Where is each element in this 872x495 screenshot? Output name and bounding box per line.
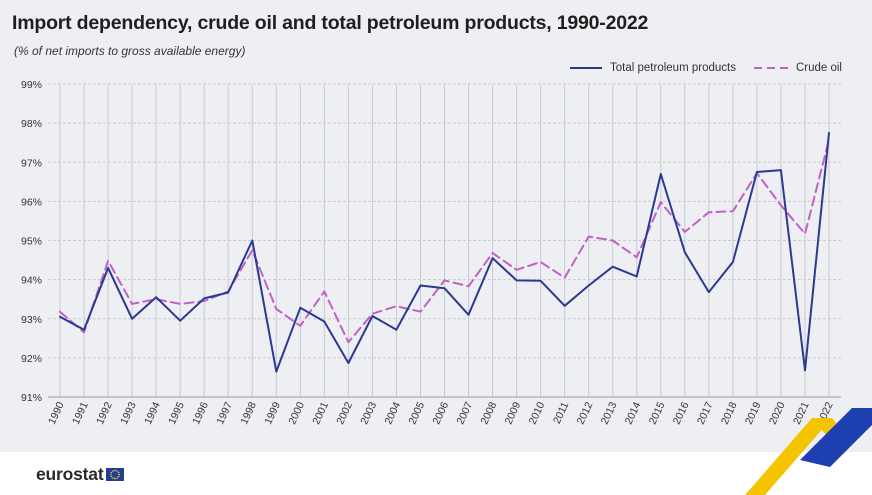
eurostat-logo: eurostat: [36, 464, 125, 485]
legend-dashed-line-icon: [753, 67, 788, 69]
x-tick-label: 2004: [382, 400, 403, 426]
y-tick-label: 94%: [21, 275, 42, 287]
x-tick-label: 2016: [671, 400, 692, 426]
x-tick-label: 2002: [334, 400, 355, 426]
gridlines: [48, 83, 841, 398]
x-tick-label: 1994: [142, 400, 163, 426]
x-tick-label: 2003: [358, 400, 379, 426]
legend-label-total: Total petroleum products: [610, 62, 736, 74]
chart-card: [0, 0, 872, 452]
y-tick-label: 93%: [21, 314, 42, 326]
eu-flag-icon: [106, 468, 125, 481]
x-tick-label: 1996: [190, 400, 211, 426]
x-tick-label: 1999: [262, 400, 283, 426]
legend-label-crude: Crude oil: [795, 62, 842, 74]
x-tick-label: 2013: [599, 400, 620, 426]
x-tick-label: 2012: [575, 400, 596, 426]
x-axis-ticks: 1990 1991 1992 1993 1994 1995 1996 1997 1998 1999…: [46, 400, 836, 426]
series-line-crude-oil: [59, 138, 830, 344]
footer: eurostat: [0, 452, 872, 495]
y-tick-label: 96%: [21, 196, 42, 208]
x-tick-label: 2018: [719, 400, 740, 426]
x-tick-label: 2019: [743, 400, 764, 426]
x-tick-label: 1995: [166, 400, 187, 426]
x-tick-label: 2008: [479, 400, 500, 426]
chart-title: Import dependency, crude oil and total p…: [12, 12, 649, 34]
x-tick-label: 2007: [455, 400, 476, 426]
x-tick-label: 2005: [406, 400, 427, 426]
x-tick-label: 2001: [310, 400, 331, 426]
legend-item-total: Total petroleum products: [570, 62, 736, 74]
x-tick-label: 2010: [527, 400, 548, 426]
y-tick-label: 99%: [21, 79, 42, 91]
y-tick-label: 95%: [21, 236, 42, 248]
x-tick-label: 2014: [623, 400, 644, 426]
brand-name: eurostat: [36, 464, 104, 484]
x-tick-label: 2015: [647, 400, 668, 426]
x-tick-label: 1990: [46, 400, 67, 426]
x-tick-label: 2009: [503, 400, 524, 426]
series-lines: [59, 131, 830, 373]
x-tick-label: 1998: [238, 400, 259, 426]
x-tick-label: 2011: [551, 400, 571, 426]
y-tick-label: 98%: [21, 118, 42, 130]
y-tick-label: 92%: [21, 353, 42, 365]
line-chart: 91% 92% 93% 94% 95% 96% 97% 98% 99% 1990 1991 1992…: [21, 79, 841, 426]
x-tick-label: 1991: [70, 400, 91, 426]
x-tick-label: 2000: [286, 400, 307, 426]
series-line-total-petroleum: [59, 131, 830, 373]
x-tick-label: 2022: [815, 400, 836, 426]
y-tick-label: 91%: [21, 392, 42, 404]
x-tick-label: 1997: [214, 400, 235, 426]
x-tick-label: 2020: [767, 400, 788, 426]
chart-legend: Total petroleum products Crude oil: [552, 62, 842, 74]
legend-item-crude: Crude oil: [753, 62, 842, 74]
x-tick-label: 2006: [430, 400, 451, 426]
y-tick-label: 97%: [21, 157, 42, 169]
x-tick-label: 2017: [695, 400, 716, 426]
y-axis-ticks: 91% 92% 93% 94% 95% 96% 97% 98% 99%: [21, 79, 42, 404]
chart-subtitle: (% of net imports to gross available ene…: [14, 44, 246, 58]
legend-solid-line-icon: [570, 67, 603, 69]
x-tick-label: 1993: [118, 400, 139, 426]
x-tick-label: 2021: [791, 400, 812, 426]
x-tick-label: 1992: [94, 400, 115, 426]
